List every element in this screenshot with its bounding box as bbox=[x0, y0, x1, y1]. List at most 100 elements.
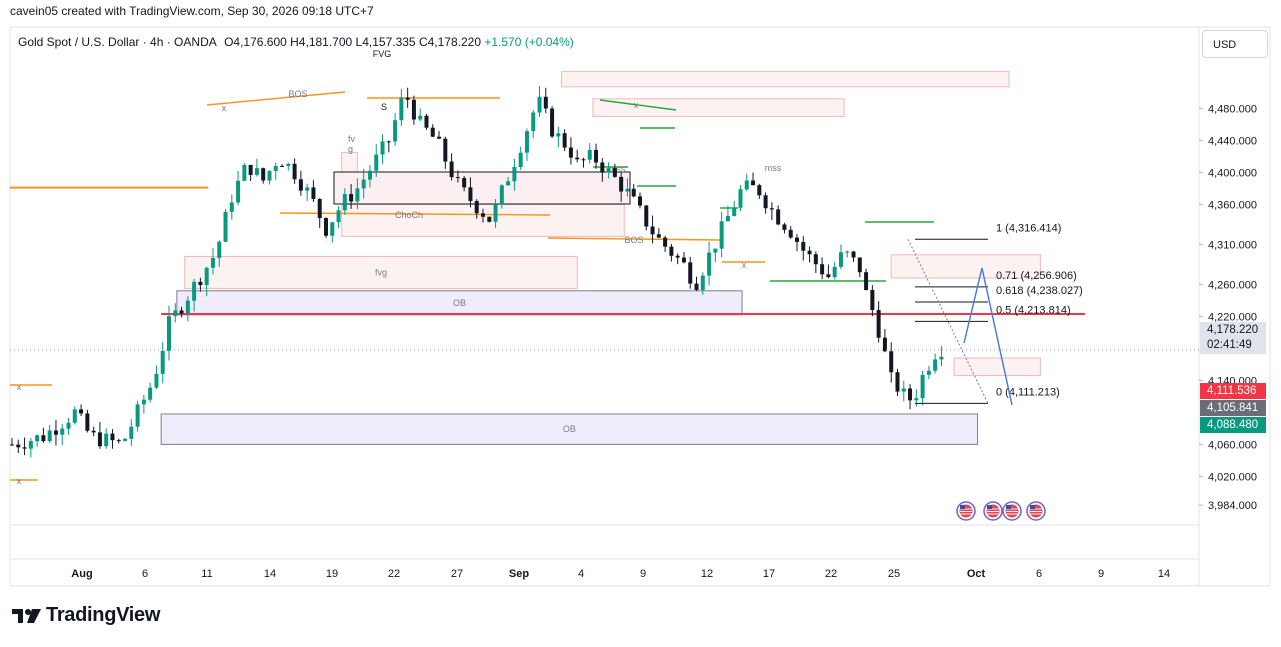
x-tick-label: Aug bbox=[71, 568, 92, 580]
flag-canton bbox=[1006, 505, 1011, 509]
candle-body bbox=[656, 234, 661, 238]
y-tick-label: 3,984.000 bbox=[1208, 500, 1257, 512]
candle-body bbox=[625, 188, 630, 192]
candle-body bbox=[342, 194, 347, 211]
zone-label: fvg bbox=[375, 267, 387, 277]
candle-body bbox=[832, 266, 837, 278]
candle-body bbox=[254, 168, 259, 175]
y-tick-label: 4,360.000 bbox=[1208, 199, 1257, 211]
candle-body bbox=[499, 185, 504, 205]
economic-event-icon[interactable] bbox=[956, 501, 976, 521]
candle-body bbox=[788, 229, 793, 238]
candle-body bbox=[876, 310, 881, 338]
x-tick-label: 25 bbox=[888, 568, 900, 580]
structure-label: BOS bbox=[624, 235, 643, 245]
candle-body bbox=[204, 267, 209, 286]
candle-body bbox=[820, 264, 825, 275]
candle-body bbox=[405, 97, 410, 100]
candle-body bbox=[700, 275, 705, 290]
candle-body bbox=[870, 290, 875, 311]
y-tick-label: 4,310.000 bbox=[1208, 239, 1257, 251]
candle-body bbox=[487, 216, 492, 222]
candle-body bbox=[298, 179, 303, 191]
supply-box bbox=[333, 171, 631, 205]
candle-body bbox=[669, 246, 674, 256]
currency-selector[interactable]: USD bbox=[1202, 30, 1268, 58]
candle-body bbox=[217, 241, 222, 258]
candle-body bbox=[229, 202, 234, 212]
legend-high: H4,181.700 bbox=[290, 35, 353, 49]
candle-body bbox=[16, 444, 21, 448]
economic-event-icon[interactable] bbox=[983, 501, 1003, 521]
candle-body bbox=[462, 178, 467, 188]
candle-body bbox=[129, 426, 134, 439]
candle-body bbox=[524, 131, 529, 153]
structure-label: g bbox=[348, 144, 353, 154]
x-tick-label: 6 bbox=[1036, 568, 1042, 580]
candle-body bbox=[518, 152, 523, 167]
flag-canton bbox=[1030, 505, 1035, 509]
candle-body bbox=[531, 112, 536, 132]
structure-label: x bbox=[17, 476, 22, 486]
candle-body bbox=[148, 387, 153, 400]
candle-body bbox=[782, 224, 787, 230]
candle-body bbox=[210, 257, 215, 268]
candle-body bbox=[838, 252, 843, 267]
candle-body bbox=[769, 208, 774, 210]
candle-body bbox=[242, 164, 247, 181]
candle-body bbox=[104, 433, 109, 447]
y-tick-label: 4,260.000 bbox=[1208, 279, 1257, 291]
candle-body bbox=[85, 413, 90, 431]
candle-body bbox=[939, 356, 944, 360]
candle-body bbox=[933, 359, 938, 371]
y-tick-label: 4,020.000 bbox=[1208, 471, 1257, 483]
structure-line bbox=[547, 237, 721, 241]
candle-body bbox=[914, 398, 919, 401]
fib-level-label: 1 (4,316.414) bbox=[996, 222, 1061, 234]
candle-body bbox=[41, 435, 46, 442]
candle-body bbox=[481, 213, 485, 217]
candle-body bbox=[694, 283, 699, 290]
watermark-header: cavein05 created with TradingView.com, S… bbox=[10, 4, 374, 18]
candle-body bbox=[543, 96, 548, 109]
candle-body bbox=[845, 251, 850, 253]
candle-body bbox=[292, 163, 297, 180]
candle-body bbox=[707, 252, 712, 276]
candle-body bbox=[864, 272, 869, 291]
candle-body bbox=[619, 176, 624, 192]
candle-body bbox=[424, 115, 429, 128]
x-tick-label: 19 bbox=[326, 568, 338, 580]
economic-event-icon[interactable] bbox=[1002, 501, 1022, 521]
order-block-zone bbox=[176, 290, 743, 316]
candle-body bbox=[141, 399, 146, 405]
candle-body bbox=[882, 337, 887, 352]
structure-label: x bbox=[634, 100, 639, 110]
candle-body bbox=[430, 127, 435, 137]
economic-event-icon[interactable] bbox=[1026, 501, 1046, 521]
candle-body bbox=[813, 254, 818, 265]
candle-body bbox=[185, 300, 190, 314]
candle-body bbox=[135, 404, 140, 427]
candle-body bbox=[644, 205, 649, 227]
x-tick-label: 6 bbox=[142, 568, 148, 580]
structure-label: mss bbox=[609, 164, 626, 174]
candle-body bbox=[631, 188, 636, 197]
last-price-badge: 4,178.220 02:41:49 bbox=[1200, 322, 1266, 354]
candle-body bbox=[594, 149, 599, 163]
candle-body bbox=[66, 422, 71, 429]
candle-body bbox=[826, 274, 831, 278]
candle-body bbox=[926, 370, 931, 375]
candle-body bbox=[273, 165, 278, 172]
tradingview-logo[interactable]: TradingView bbox=[12, 604, 160, 627]
level-layer: BOS ChoCh BOS mss mss FVG Sx x x x x fvg bbox=[10, 49, 1085, 486]
candle-body bbox=[418, 115, 423, 120]
fvg-zone bbox=[953, 357, 1041, 377]
candle-body bbox=[719, 221, 724, 249]
structure-label: S bbox=[381, 102, 387, 112]
candle-body bbox=[116, 440, 121, 442]
candle-body bbox=[725, 215, 730, 222]
candle-layer bbox=[10, 86, 1199, 458]
candle-body bbox=[732, 207, 737, 216]
candle-body bbox=[600, 162, 605, 173]
